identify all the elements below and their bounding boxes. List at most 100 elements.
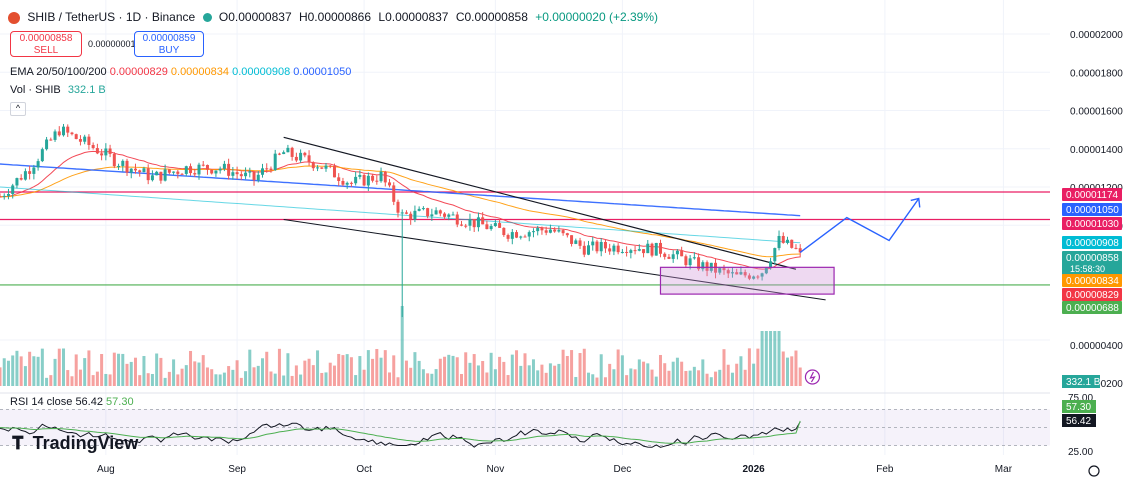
candle-body [307, 155, 311, 163]
volume-bar [83, 358, 87, 386]
volume-bar [506, 375, 510, 386]
price-label-text: 0.00000829 [1066, 290, 1119, 301]
candle-body [747, 275, 751, 279]
volume-legend[interactable]: Vol · SHIB 332.1 B [10, 84, 106, 96]
candle-body [218, 168, 222, 171]
volume-bar [316, 350, 320, 386]
volume-bar [663, 363, 667, 386]
volume-bar [222, 372, 226, 386]
volume-bar [307, 358, 311, 386]
volume-bar [117, 353, 121, 386]
rsi-legend[interactable]: RSI 14 close 56.42 57.30 [10, 396, 134, 408]
volume-bar [523, 353, 527, 386]
candle-body [519, 236, 523, 238]
candle-body [0, 196, 2, 198]
volume-bar [667, 370, 671, 386]
tradingview-logo[interactable]: 𝐓 TradingView [12, 433, 138, 454]
candle-body [743, 272, 747, 276]
spread-value: 0.00000001 [88, 39, 136, 49]
volume-bar [138, 375, 142, 386]
collapse-legend-icon[interactable]: ^ [10, 102, 26, 116]
volume-bar [413, 352, 417, 386]
volume-bar [252, 367, 256, 386]
volume-bar [184, 365, 188, 386]
volume-bar [146, 373, 150, 386]
volume-bar [286, 353, 290, 386]
volume-bar [324, 372, 328, 386]
candle-body [256, 174, 260, 181]
volume-bar [587, 372, 591, 386]
volume-bar [739, 356, 743, 386]
volume-bar [451, 355, 455, 386]
candle-body [591, 241, 595, 246]
projection-path [799, 198, 920, 253]
candle-body [798, 248, 802, 253]
volume-bar [78, 369, 82, 386]
volume-bar [553, 365, 557, 386]
time-tick-label: Aug [97, 464, 115, 475]
volume-bar [396, 377, 400, 386]
volume-value: 332.1 B [67, 84, 106, 96]
candle-body [125, 160, 129, 173]
price-tick-label: 0.00001600 [1070, 107, 1123, 118]
candle-body [354, 176, 358, 184]
volume-bar [332, 365, 336, 386]
rsi-ma-value: 57.30 [106, 396, 134, 408]
candle-body [587, 245, 591, 255]
price-tick-label: 0.00002000 [1070, 30, 1123, 41]
candle-body [265, 168, 269, 170]
candle-body [769, 261, 773, 268]
candle-body [684, 256, 688, 266]
tradingview-mark-icon: 𝐓 [12, 433, 24, 453]
candle-body [273, 153, 277, 171]
time-tick-label: Oct [356, 464, 372, 475]
volume-bar [455, 357, 459, 386]
volume-bar [261, 358, 264, 386]
candle-body [637, 249, 641, 251]
open-value: O0.00000837 [218, 10, 292, 24]
volume-bar [19, 356, 23, 386]
candle-body [214, 170, 218, 174]
candle-body [620, 251, 624, 253]
candle-body [239, 174, 243, 177]
annotations [659, 197, 921, 385]
price-label-badge [1062, 274, 1122, 287]
buy-button[interactable]: 0.00000859 BUY [134, 31, 204, 57]
candle-body [121, 160, 125, 166]
volume-bar [430, 373, 434, 386]
candle-body [244, 172, 248, 177]
candle-body [193, 173, 197, 175]
candle-body [375, 180, 379, 182]
volume-bar [722, 349, 726, 386]
ema-legend[interactable]: EMA 20/50/100/200 0.00000829 0.00000834 … [10, 66, 351, 78]
candle-body [53, 131, 57, 140]
candle-body [108, 148, 112, 154]
candle-body [197, 164, 201, 175]
rsi-ma-line [0, 420, 801, 444]
volume-bar [718, 369, 722, 386]
candle-body [536, 227, 540, 232]
ema-title: EMA 20/50/100/200 [10, 66, 107, 78]
volume-bar [671, 361, 675, 386]
candle-body [409, 213, 413, 220]
candle-body [87, 136, 91, 145]
volume-bar [705, 373, 709, 386]
volume-bar [684, 370, 688, 386]
candle-body [15, 178, 19, 186]
candle-body [603, 242, 607, 249]
settings-gear-icon[interactable] [1088, 465, 1100, 477]
candle-body [205, 164, 209, 170]
candle-body [498, 223, 502, 228]
rsi-label-badge [1062, 414, 1096, 427]
sell-button[interactable]: 0.00000858 SELL [10, 31, 82, 57]
candle-body [337, 177, 341, 181]
volume-bar [438, 358, 442, 386]
candle-body [32, 167, 36, 174]
candle-body [417, 208, 421, 211]
time-tick-label: 2026 [743, 464, 766, 475]
candle-body [100, 153, 104, 156]
candle-body [527, 232, 531, 237]
volume-bar [341, 355, 345, 386]
volume-bar [493, 369, 497, 386]
